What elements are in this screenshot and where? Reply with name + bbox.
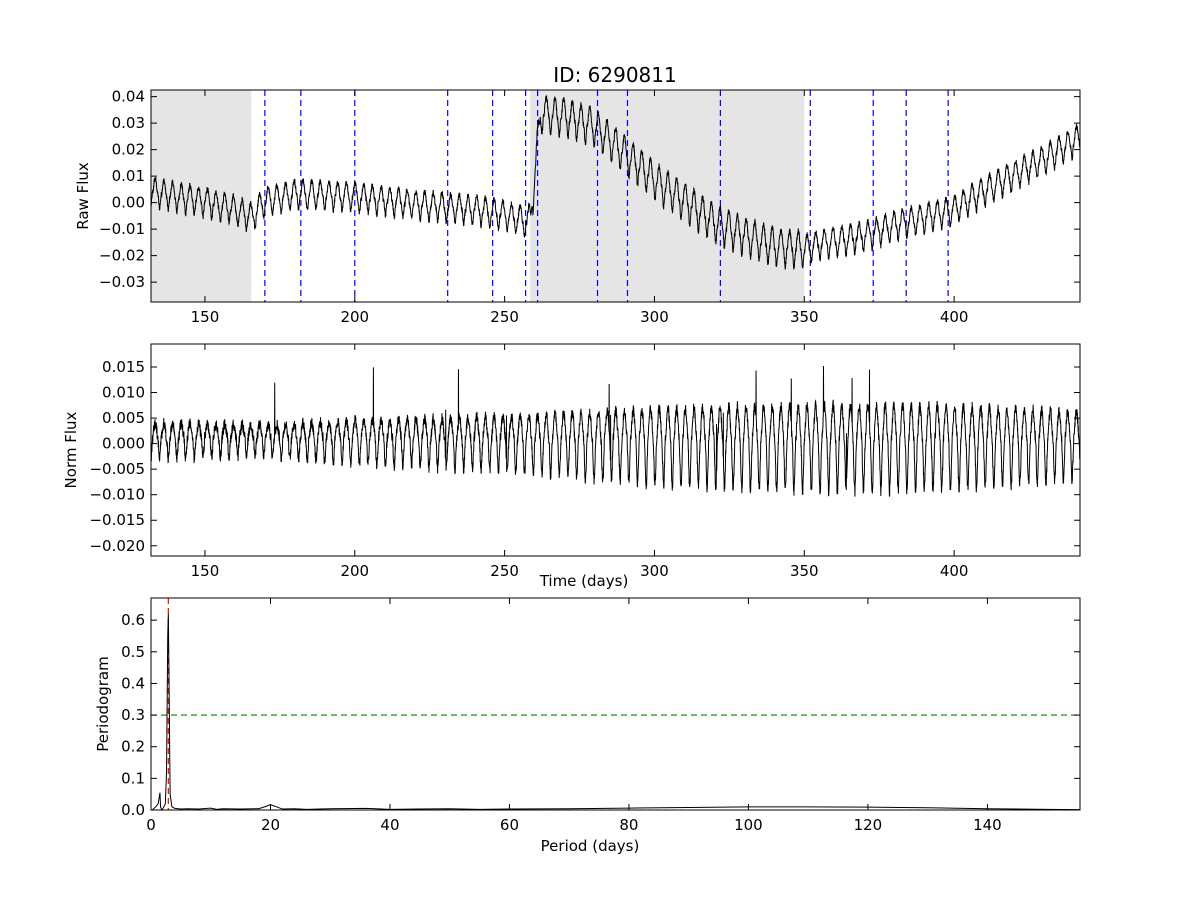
periodogram-series-line — [151, 613, 1081, 812]
y-tick-label: 0.1 — [121, 769, 145, 787]
periodogram-x-ticks: 0 20 40 60 80 100 120 140 — [146, 598, 1002, 834]
norm-flux-x-ticks: 150 200 250 300 350 400 — [191, 344, 969, 580]
raw-flux-y-ticks: −0.03 −0.02 −0.01 0.00 0.01 0.02 0.03 0.04 — [99, 88, 1080, 291]
y-tick-label: −0.010 — [89, 486, 145, 504]
y-tick-label: 0.5 — [121, 643, 145, 661]
x-tick-label: 150 — [191, 308, 220, 326]
x-tick-label: 250 — [490, 308, 519, 326]
raw-flux-panel: ID: 6290811 150 200 250 300 350 400 −0.03−0.0… — [74, 63, 1081, 326]
chart-title: ID: 6290811 — [553, 63, 676, 87]
periodogram-y-ticks: 0.0 0.1 0.2 0.3 0.4 0.5 0.6 — [121, 611, 1080, 819]
periodogram-axes-frame — [150, 597, 1081, 811]
y-tick-label: 0.000 — [102, 435, 145, 453]
x-tick-label: 40 — [380, 816, 399, 834]
y-tick-label: 0.010 — [102, 384, 145, 402]
y-tick-label: 0.4 — [121, 674, 145, 692]
y-tick-label: 0.2 — [121, 738, 145, 756]
vertical-markers — [264, 90, 949, 302]
x-tick-label: 0 — [146, 816, 156, 834]
x-tick-label: 200 — [340, 308, 369, 326]
y-tick-label: 0.3 — [121, 706, 145, 724]
norm-flux-series-line — [150, 366, 1081, 497]
y-tick-label: 0.02 — [112, 141, 145, 159]
norm-flux-panel: 150 200 250 300 350 400 −0.020−0.015−0.010−0.… — [62, 343, 1081, 590]
y-tick-label: −0.015 — [89, 511, 145, 529]
raw-flux-series-line — [150, 95, 1081, 270]
y-tick-label: −0.01 — [99, 220, 145, 238]
y-tick-label: 0.03 — [112, 114, 145, 132]
y-tick-label: 0.005 — [102, 409, 145, 427]
x-tick-label: 300 — [640, 308, 669, 326]
y-tick-label: −0.005 — [89, 460, 145, 478]
raw-flux-axes-frame — [150, 89, 1081, 303]
shaded-span — [151, 90, 252, 302]
raw-flux-y-label: Raw Flux — [74, 162, 92, 230]
x-tick-label: 120 — [854, 816, 883, 834]
x-tick-label: 140 — [973, 816, 1002, 834]
x-tick-label: 400 — [940, 562, 969, 580]
y-tick-label: −0.02 — [99, 247, 145, 265]
periodogram-y-label: Periodogram — [94, 656, 112, 751]
y-tick-label: 0.04 — [112, 88, 145, 106]
periodogram-x-label: Period (days) — [541, 837, 640, 855]
x-tick-label: 20 — [261, 816, 280, 834]
shaded-span — [530, 90, 805, 302]
x-tick-label: 100 — [734, 816, 763, 834]
x-tick-label: 300 — [640, 562, 669, 580]
x-tick-label: 60 — [500, 816, 519, 834]
y-tick-label: 0.015 — [102, 358, 145, 376]
y-tick-label: −0.03 — [99, 273, 145, 291]
raw-flux-x-ticks: 150 200 250 300 350 400 — [191, 90, 969, 326]
y-tick-label: 0.0 — [121, 801, 145, 819]
x-tick-label: 350 — [790, 308, 819, 326]
x-tick-label: 80 — [619, 816, 638, 834]
x-tick-label: 150 — [191, 562, 220, 580]
periodogram-panel: 0 20 40 60 80 100 120 140 0.0 0.1 0.2 0.3 0.4 0.5 0.6… — [94, 597, 1081, 855]
x-tick-label: 350 — [790, 562, 819, 580]
x-tick-label: 400 — [940, 308, 969, 326]
norm-flux-axes-frame — [150, 343, 1081, 557]
y-tick-label: −0.020 — [89, 537, 145, 555]
norm-flux-y-ticks: −0.020 −0.015 −0.010 −0.005 0.000 0.005 0.010 0… — [89, 358, 1080, 555]
y-tick-label: 0.01 — [112, 167, 145, 185]
x-tick-label: 200 — [340, 562, 369, 580]
y-tick-label: 0.00 — [112, 194, 145, 212]
y-tick-label: 0.6 — [121, 611, 145, 629]
norm-flux-y-label: Norm Flux — [62, 411, 80, 488]
x-tick-label: 250 — [490, 562, 519, 580]
norm-flux-x-label: Time (days) — [539, 572, 629, 590]
